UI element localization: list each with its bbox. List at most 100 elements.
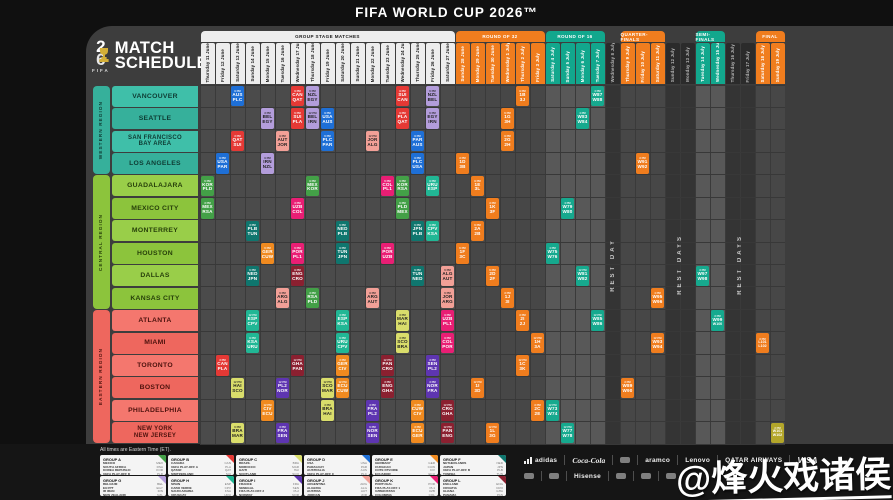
away-team-code: CPV <box>247 321 258 327</box>
group-team-row: BELGIUM BEL <box>103 482 163 486</box>
home-team-code: TUN <box>412 271 423 277</box>
team-code: ESP <box>224 482 231 487</box>
home-team-code: 1H <box>534 338 541 344</box>
kickoff-time: 6 PM <box>234 425 241 430</box>
kickoff-time: 3 PM <box>234 133 241 138</box>
kickoff-time: 4 PM <box>654 290 661 295</box>
home-team-code: JOR <box>367 136 378 142</box>
date-label: Thursday 11 June <box>205 43 210 82</box>
kickoff-time: 3 PM <box>639 156 646 161</box>
kickoff-time: 12 PM <box>593 313 602 318</box>
kickoff-time: 9 PM <box>444 335 451 340</box>
group-team-row: MEXICO MEX <box>103 461 163 465</box>
home-team-code: NED <box>247 271 258 277</box>
team-name: AUSTRIA <box>307 489 321 494</box>
home-team-code: NOR <box>367 428 378 434</box>
group-team-row: GERMANY GER <box>375 461 435 465</box>
kickoff-time: 6 PM <box>309 88 316 93</box>
date-label: Friday 26 June <box>430 49 435 82</box>
away-team-code: JPN <box>247 276 258 282</box>
away-team-code: W102 <box>772 433 783 438</box>
away-team-code: KOR <box>307 186 318 192</box>
grid-row-line <box>200 151 785 153</box>
kickoff-time: 3 PM <box>414 425 421 430</box>
sponsor-logo <box>620 455 639 465</box>
home-team-code: W83 <box>577 114 588 120</box>
match-cell: 6 PM ARG ALG <box>276 287 289 309</box>
group-team-row: SWITZERLAND SUI <box>171 471 231 475</box>
grid-row-line <box>200 241 785 243</box>
stage-header-r16: ROUND OF 16 <box>545 31 605 42</box>
group-team-row: KOREA REPUBLIC KOR <box>103 468 163 472</box>
match-cell: 3 PM BRA HAI <box>321 400 334 421</box>
kickoff-time: 6 PM <box>339 335 346 340</box>
date-label: Friday 12 June <box>220 49 225 82</box>
home-team-code: 1K <box>489 203 496 209</box>
group-team-row: SAUDI ARABIA KSA <box>171 489 231 493</box>
home-team-code: 1I <box>475 383 480 389</box>
date-column-header: Wednesday 15 July <box>710 43 725 84</box>
kickoff-time: 12 PM <box>443 402 452 407</box>
date-column-header: Thursday 2 July <box>515 43 530 84</box>
date-label: Sunday 28 June <box>460 46 465 82</box>
team-code: GHA <box>496 489 503 494</box>
match-cell: 3 PM UZB COL <box>291 198 304 219</box>
partner-logo-mark <box>620 457 631 463</box>
home-team-code: PAN <box>442 428 453 434</box>
home-team-code: USA <box>322 114 333 120</box>
home-team-code: W75 <box>547 248 558 254</box>
home-team-code: JOR <box>442 293 453 299</box>
away-team-code: POR <box>442 343 453 349</box>
away-team-code: RSA <box>397 186 408 192</box>
home-team-code: ENG <box>292 271 303 277</box>
kickoff-time: 12 PM <box>308 111 317 116</box>
match-cell: 6 PM NZL BEL <box>426 86 439 107</box>
kickoff-time: 9 PM <box>444 313 451 318</box>
home-team-code: HAI <box>233 383 242 389</box>
kickoff-time: 3 PM <box>699 268 706 273</box>
sponsor-label: QATAR AIRWAYS <box>725 456 783 464</box>
away-team-code: 3G <box>489 433 496 439</box>
home-team-code: PL2 <box>277 383 288 389</box>
home-team-code: 1G <box>504 114 511 120</box>
city-label-text: NEW JERSEY <box>133 432 177 439</box>
team-name: SCOTLAND <box>239 471 257 475</box>
stage-header-qf: QUARTER-FINALS <box>620 31 665 42</box>
team-code: QAT <box>224 468 231 473</box>
kickoff-time: 3 PM <box>624 380 631 385</box>
home-team-code: IRN <box>263 159 272 165</box>
date-label: Friday 19 June <box>325 49 330 82</box>
match-cell: 6 PM 1G 3H <box>501 108 514 129</box>
home-team-code: SUI <box>398 91 407 97</box>
city-label: LOS ANGELES <box>112 153 198 175</box>
kickoff-time: 3 PM <box>429 358 436 362</box>
home-team-code: ARG <box>277 293 288 299</box>
home-team-code: FRA <box>277 428 288 434</box>
away-team-code: SEN <box>367 433 378 439</box>
match-cell: 3 PM ESP KSA <box>336 310 349 331</box>
kickoff-time: 6 PM <box>474 223 481 228</box>
team-code: POR <box>428 482 435 487</box>
group-card: GROUP A MEXICO MEX SOUTH AFRICA RSA KOREA REP… <box>100 455 166 475</box>
kickoff-time: 6 PM <box>204 178 211 183</box>
city-label-text: NEW YORK <box>137 426 173 433</box>
group-name: GROUP H <box>171 477 190 483</box>
away-team-code: 3K <box>519 365 526 371</box>
date-column-header: Sunday 21 June <box>350 43 365 84</box>
home-team-code: PLC <box>322 136 333 142</box>
group-card: GROUP J ARGENTINA ARG ALGERIA ALG AUSTRIA AUT J… <box>304 476 370 496</box>
date-label: Tuesday 30 June <box>490 44 495 82</box>
city-label: MONTERREY <box>112 220 198 242</box>
team-name: PANAMA <box>443 492 457 496</box>
match-cell: 12 PM W77 W78 <box>561 422 574 443</box>
away-team-code: UZB <box>382 253 393 259</box>
group-name: GROUP J <box>307 477 325 483</box>
kickoff-time: 9 PM <box>414 133 421 138</box>
away-team-code: IRN <box>428 119 437 125</box>
group-color-corner <box>158 476 166 484</box>
team-code: PAR <box>360 464 367 469</box>
date-column-header: Monday 29 June <box>470 43 485 84</box>
city-label: TORONTO <box>112 354 198 376</box>
team-code: SUI <box>225 471 231 475</box>
group-team-row: UEFA PLAY-OFF B PLB <box>443 468 503 472</box>
